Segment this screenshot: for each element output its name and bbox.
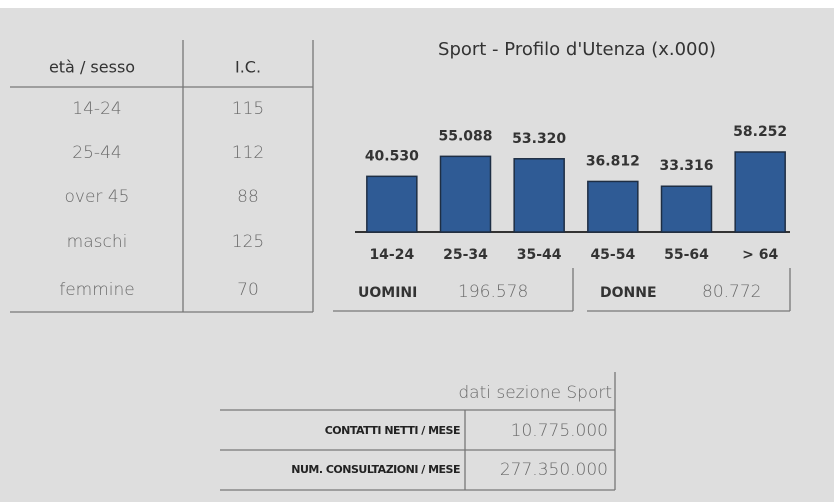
x-tick-label: 14-24 <box>369 247 414 263</box>
background <box>0 8 834 502</box>
row-label: 25-44 <box>72 143 121 163</box>
bar <box>366 175 418 233</box>
value-label: 40.530 <box>365 148 419 164</box>
row-value: 112 <box>232 143 264 163</box>
summary-label: NUM. CONSULTAZIONI / MESE <box>291 463 460 476</box>
row-value: 115 <box>232 99 264 119</box>
row-label: femmine <box>59 280 135 300</box>
x-tick-label: 35-44 <box>517 247 562 263</box>
header: età / sesso <box>49 58 135 77</box>
row-label: maschi <box>67 232 128 252</box>
bar <box>587 180 639 233</box>
bar <box>513 158 565 233</box>
x-tick-label: > 64 <box>742 247 778 263</box>
total-label: UOMINI <box>358 285 417 301</box>
row-value: 70 <box>237 280 259 300</box>
value-label: 36.812 <box>586 153 640 169</box>
bar <box>734 151 786 233</box>
bar <box>660 185 713 233</box>
header: I.C. <box>235 58 261 77</box>
row-label: over 45 <box>65 187 130 207</box>
caption: dati sezione Sport <box>458 383 612 403</box>
summary-value: 10.775.000 <box>511 421 608 441</box>
value-label: 55.088 <box>438 128 492 144</box>
value-label: 53.320 <box>512 131 566 147</box>
bar <box>439 155 492 233</box>
summary-value: 277.350.000 <box>500 460 608 480</box>
chart-title: Sport - Profilo d'Utenza (x.000) <box>438 39 716 60</box>
total-value: 80.772 <box>702 282 761 302</box>
total-label: DONNE <box>600 285 657 301</box>
x-tick-label: 55-64 <box>664 247 709 263</box>
value-label: 33.316 <box>659 158 713 174</box>
summary-label: CONTATTI NETTI / MESE <box>325 424 460 437</box>
row-label: 14-24 <box>72 99 121 119</box>
row-value: 88 <box>237 187 259 207</box>
x-tick-label: 45-54 <box>590 247 635 263</box>
value-label: 58.252 <box>733 124 787 140</box>
x-tick-label: 25-34 <box>443 247 488 263</box>
total-value: 196.578 <box>458 282 528 302</box>
row-value: 125 <box>232 232 264 252</box>
